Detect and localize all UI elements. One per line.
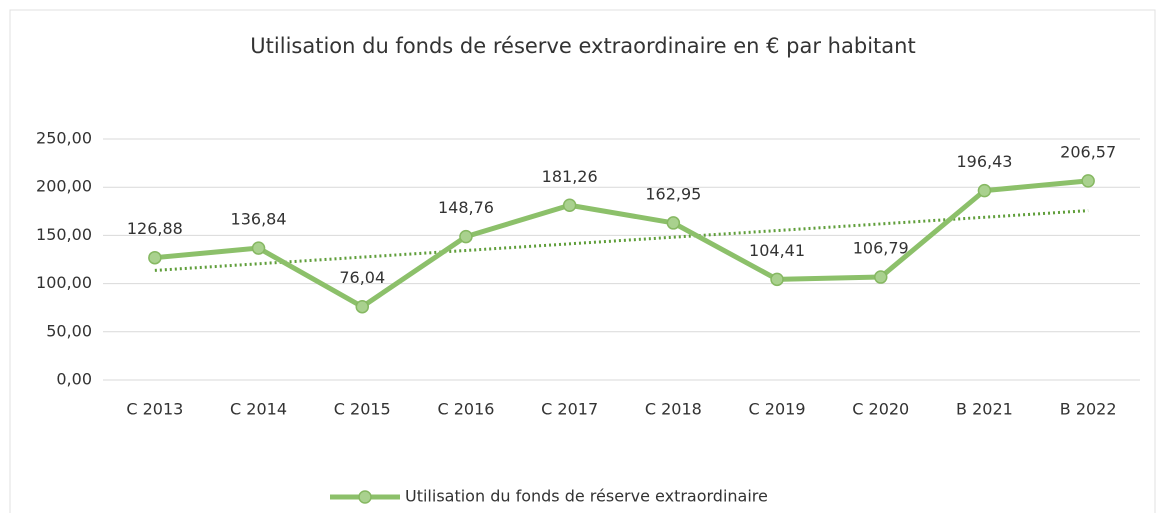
- data-label: 136,84: [231, 210, 287, 229]
- x-tick-label: C 2015: [334, 400, 391, 419]
- x-tick-label: B 2021: [956, 400, 1013, 419]
- data-point: [148, 250, 162, 265]
- data-point: [874, 270, 888, 284]
- x-tick-label: C 2017: [541, 400, 598, 419]
- data-label: 148,76: [438, 198, 494, 217]
- data-point: [251, 241, 266, 255]
- y-tick-label: 150,00: [36, 225, 92, 244]
- data-point: [355, 299, 369, 314]
- y-tick-label: 200,00: [36, 177, 92, 196]
- y-tick-label: 100,00: [36, 273, 92, 292]
- data-point: [1081, 174, 1095, 188]
- data-label: 162,95: [645, 184, 701, 203]
- chart-title: Utilisation du fonds de réserve extraord…: [250, 34, 915, 58]
- data-point: [666, 216, 681, 230]
- x-tick-label: C 2018: [645, 400, 702, 419]
- data-point: [770, 272, 784, 287]
- x-tick-label: C 2016: [437, 400, 494, 419]
- x-tick-label: C 2019: [749, 400, 806, 419]
- data-label: 206,57: [1060, 142, 1116, 161]
- data-point: [977, 183, 992, 198]
- data-point: [459, 229, 473, 244]
- y-tick-label: 50,00: [46, 321, 92, 340]
- data-label: 196,43: [956, 152, 1012, 171]
- x-tick-label: C 2013: [126, 400, 183, 419]
- chart-frame: [9, 9, 1156, 513]
- legend-marker: [358, 490, 372, 504]
- data-label: 104,41: [749, 241, 805, 260]
- y-tick-label: 250,00: [36, 129, 92, 148]
- trendline: [154, 209, 1089, 272]
- data-label: 126,88: [127, 219, 183, 238]
- x-tick-label: C 2014: [230, 400, 287, 419]
- legend-label: Utilisation du fonds de réserve extraord…: [405, 487, 768, 506]
- data-label: 76,04: [339, 268, 385, 287]
- x-tick-label: B 2022: [1060, 400, 1117, 419]
- x-tick-label: C 2020: [852, 400, 909, 419]
- data-line: [154, 178, 1089, 310]
- data-point: [562, 198, 577, 213]
- y-tick-label: 0,00: [56, 370, 92, 389]
- data-label: 181,26: [542, 167, 598, 186]
- data-label: 106,79: [853, 239, 909, 258]
